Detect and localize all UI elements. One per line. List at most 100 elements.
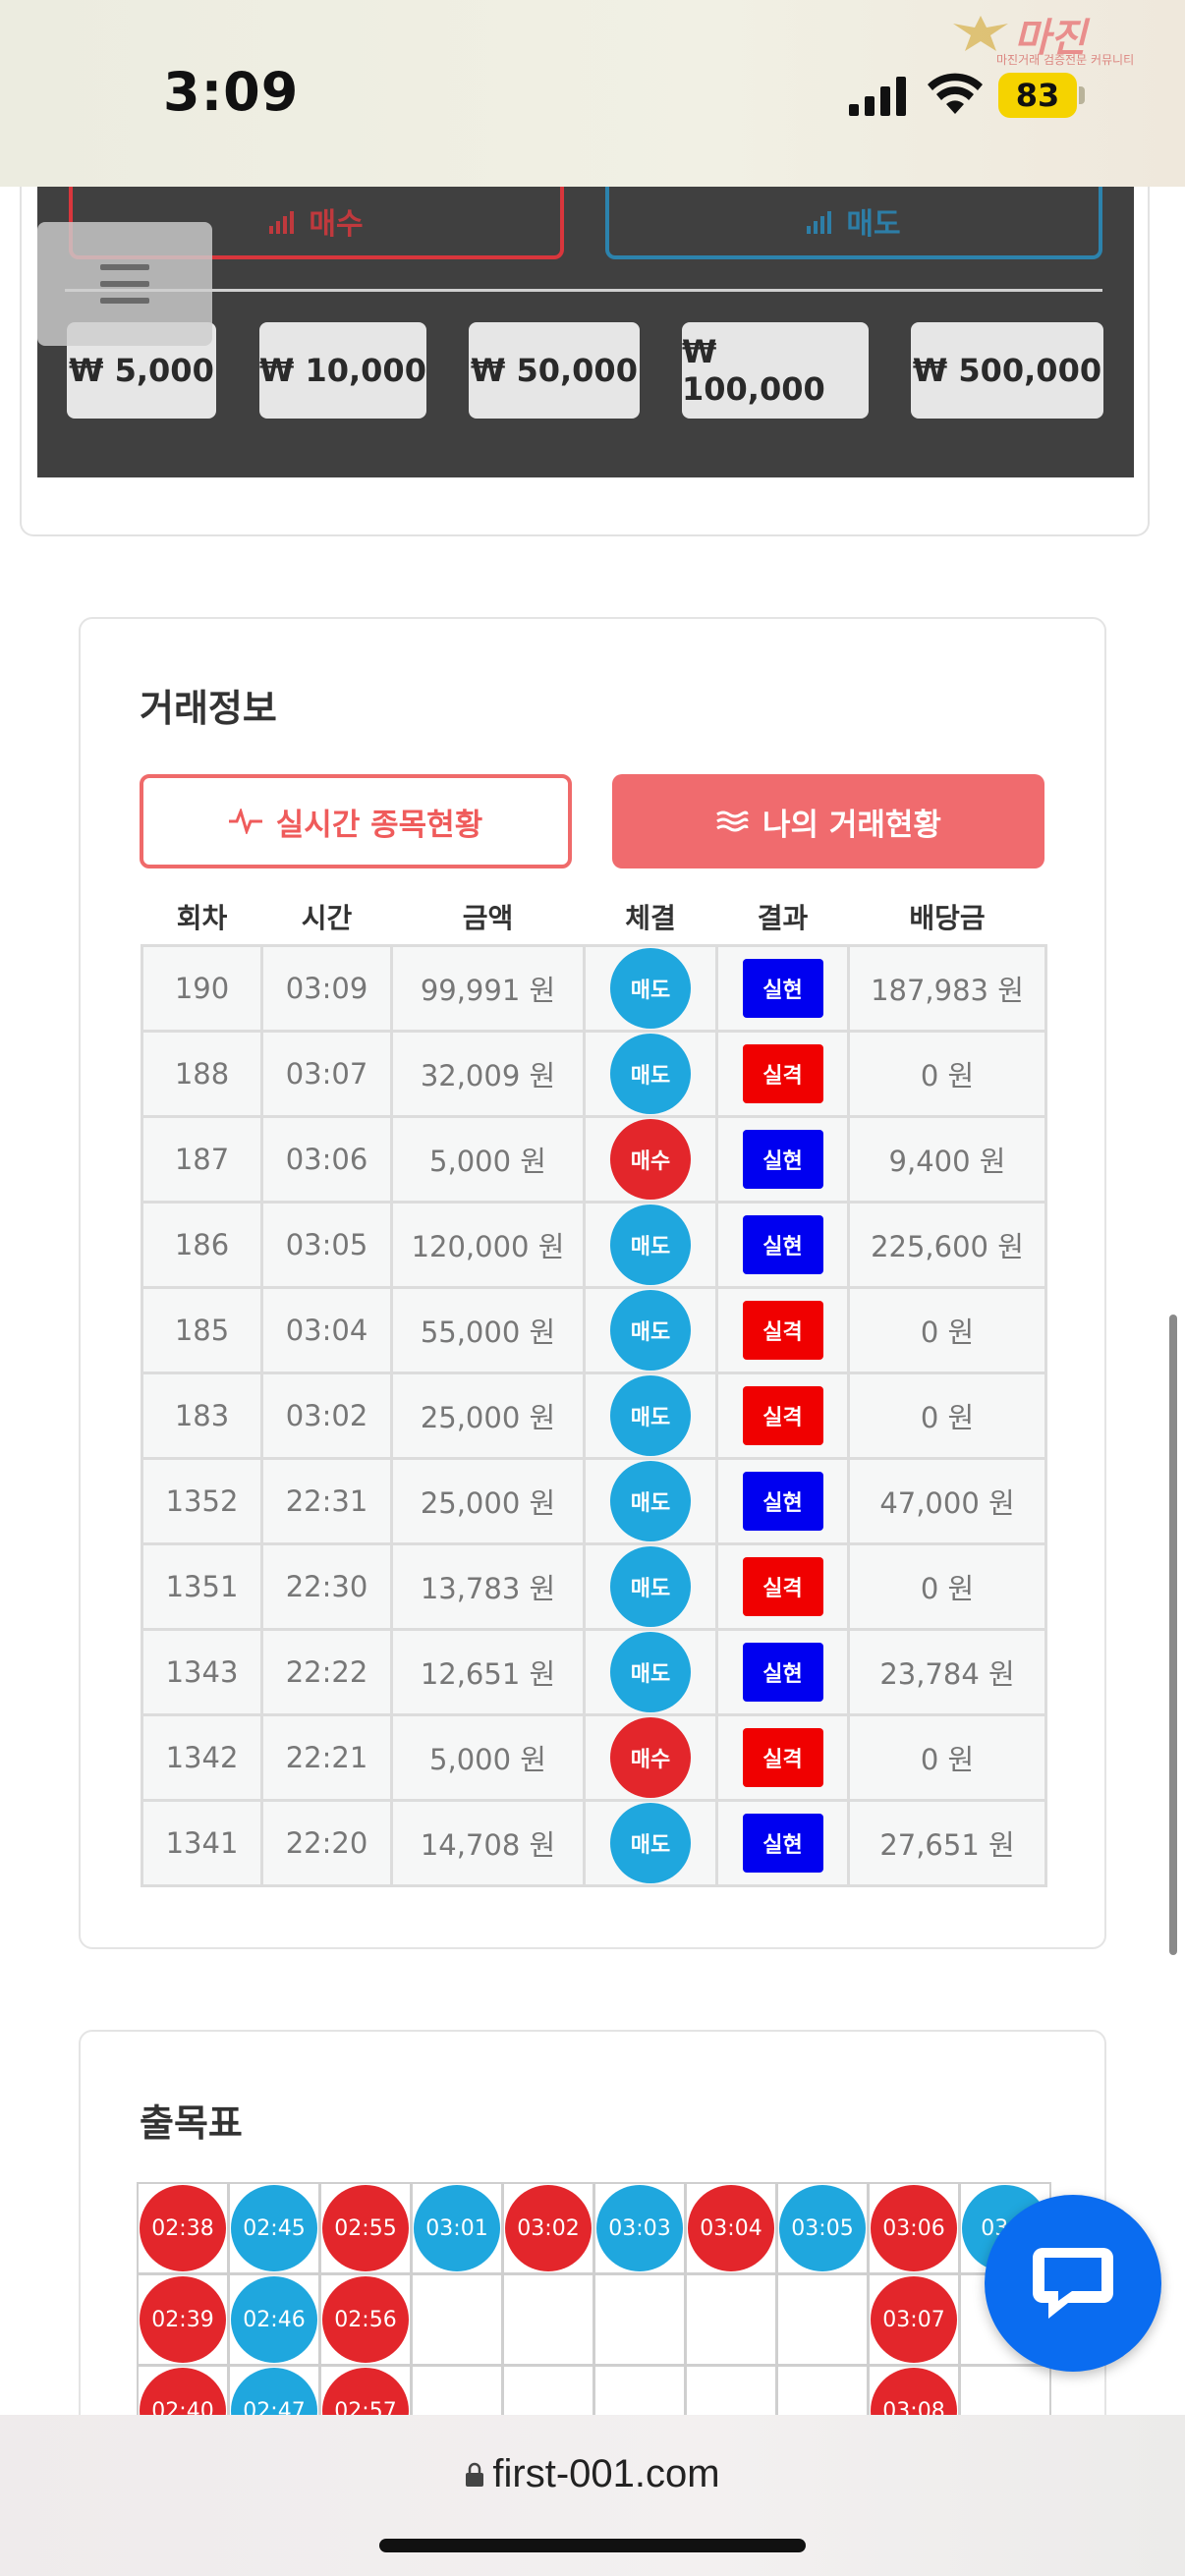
tab-mine-label: 나의 거래현황 bbox=[762, 807, 941, 843]
table-row: 183 03:02 25,000 원 매도 실격 0 원 bbox=[141, 1371, 1047, 1460]
cell-time: 22:31 bbox=[260, 1456, 393, 1545]
cell-result: 실현 bbox=[715, 1627, 850, 1716]
home-indicator[interactable] bbox=[379, 2539, 806, 2552]
table-row: 1341 22:20 14,708 원 매도 실현 27,651 원 bbox=[141, 1798, 1047, 1887]
chat-button[interactable] bbox=[985, 2195, 1161, 2372]
cell-payout: 9,400 원 bbox=[847, 1114, 1047, 1204]
watermark-title: 마진 bbox=[1014, 16, 1087, 61]
column-header-side: 체결 bbox=[625, 902, 676, 935]
cell-side: 매수 bbox=[583, 1114, 718, 1204]
cell-side: 매도 bbox=[583, 1456, 718, 1545]
cell-round: 187 bbox=[141, 1114, 263, 1204]
cell-payout: 47,000 원 bbox=[847, 1456, 1047, 1545]
tab-live-status[interactable]: 실시간 종목현황 bbox=[140, 774, 572, 868]
cell-result: 실격 bbox=[715, 1285, 850, 1374]
cell-round: 186 bbox=[141, 1200, 263, 1289]
buy-button[interactable]: 매수 bbox=[69, 187, 564, 259]
cell-payout: 23,784 원 bbox=[847, 1627, 1047, 1716]
column-header-time: 시간 bbox=[301, 902, 353, 935]
wifi-icon bbox=[928, 73, 983, 114]
cell-time: 03:04 bbox=[260, 1285, 393, 1374]
cell-time: 22:21 bbox=[260, 1712, 393, 1802]
cell-amount: 5,000 원 bbox=[390, 1712, 586, 1802]
buy-label: 매수 bbox=[309, 207, 364, 242]
result-failed-badge: 실격 bbox=[742, 1556, 823, 1616]
results-cell bbox=[411, 2273, 503, 2366]
amount-button-100000[interactable]: ₩ 100,000 bbox=[682, 322, 869, 419]
result-failed-badge: 실격 bbox=[742, 1300, 823, 1360]
cell-side: 매도 bbox=[583, 1371, 718, 1460]
amount-button-50000[interactable]: ₩ 50,000 bbox=[469, 322, 640, 419]
sell-side-badge: 매도 bbox=[610, 1631, 691, 1712]
results-cell bbox=[502, 2273, 594, 2366]
table-row: 185 03:04 55,000 원 매도 실격 0 원 bbox=[141, 1285, 1047, 1374]
buy-result-ball: 02:55 bbox=[322, 2185, 409, 2271]
sell-side-badge: 매도 bbox=[610, 1289, 691, 1371]
cell-round: 188 bbox=[141, 1029, 263, 1118]
results-cell: 03:05 bbox=[776, 2182, 869, 2274]
cell-payout: 27,651 원 bbox=[847, 1798, 1047, 1887]
column-header-result: 결과 bbox=[757, 902, 809, 935]
table-row: 1343 22:22 12,651 원 매도 실현 23,784 원 bbox=[141, 1627, 1047, 1716]
cell-result: 실현 bbox=[715, 1798, 850, 1887]
table-row: 186 03:05 120,000 원 매도 실현 225,600 원 bbox=[141, 1200, 1047, 1289]
results-cell: 03:07 bbox=[868, 2273, 960, 2366]
cell-result: 실격 bbox=[715, 1712, 850, 1802]
cell-side: 매도 bbox=[583, 1285, 718, 1374]
result-realized-badge: 실현 bbox=[742, 1129, 823, 1189]
cell-time: 03:07 bbox=[260, 1029, 393, 1118]
results-cell: 03:04 bbox=[685, 2182, 777, 2274]
result-realized-badge: 실현 bbox=[742, 1214, 823, 1274]
cell-round: 183 bbox=[141, 1371, 263, 1460]
buy-result-ball: 03:06 bbox=[871, 2185, 957, 2271]
amount-button-500000[interactable]: ₩ 500,000 bbox=[911, 322, 1103, 419]
cell-result: 실격 bbox=[715, 1371, 850, 1460]
cell-side: 매도 bbox=[583, 1798, 718, 1887]
cell-result: 실현 bbox=[715, 943, 850, 1033]
buy-result-ball: 02:38 bbox=[140, 2185, 226, 2271]
cell-time: 22:20 bbox=[260, 1798, 393, 1887]
table-row: 190 03:09 99,991 원 매도 실현 187,983 원 bbox=[141, 943, 1047, 1033]
cell-side: 매도 bbox=[583, 1627, 718, 1716]
watermark-logo: 마진 마진거래 검증전문 커뮤니티 bbox=[945, 6, 1177, 67]
table-header-row: 회차 시간 금액 체결 결과 배당금 bbox=[142, 894, 1046, 945]
status-bar: 3:09 83 마진 마진거래 검증전문 커뮤니티 bbox=[0, 0, 1185, 187]
result-failed-badge: 실격 bbox=[742, 1385, 823, 1445]
cell-time: 03:02 bbox=[260, 1371, 393, 1460]
battery-indicator: 83 bbox=[998, 73, 1077, 118]
table-row: 188 03:07 32,009 원 매도 실격 0 원 bbox=[141, 1029, 1047, 1118]
results-cell: 03:06 bbox=[868, 2182, 960, 2274]
cell-side: 매도 bbox=[583, 1029, 718, 1118]
cell-time: 03:06 bbox=[260, 1114, 393, 1204]
column-header-payout: 배당금 bbox=[909, 902, 986, 935]
result-failed-badge: 실격 bbox=[742, 1043, 823, 1103]
tab-my-trades[interactable]: 나의 거래현황 bbox=[612, 774, 1044, 868]
signal-bars-icon bbox=[269, 211, 295, 234]
trade-info-title: 거래정보 bbox=[140, 687, 277, 730]
menu-button[interactable] bbox=[37, 222, 212, 346]
sell-button[interactable]: 매도 bbox=[605, 187, 1102, 259]
tab-live-label: 실시간 종목현황 bbox=[275, 807, 483, 843]
url-field[interactable]: first-001.com bbox=[0, 2452, 1185, 2496]
sell-result-ball: 03:01 bbox=[414, 2185, 500, 2271]
cell-side: 매도 bbox=[583, 1200, 718, 1289]
results-title: 출목표 bbox=[140, 2101, 243, 2145]
chat-bubble-icon bbox=[1033, 2248, 1113, 2319]
results-cell: 02:56 bbox=[319, 2273, 412, 2366]
buy-result-ball: 02:56 bbox=[322, 2276, 409, 2363]
cell-amount: 14,708 원 bbox=[390, 1798, 586, 1887]
sell-side-badge: 매도 bbox=[610, 1374, 691, 1456]
cell-time: 22:30 bbox=[260, 1541, 393, 1631]
sell-side-badge: 매도 bbox=[610, 1460, 691, 1541]
table-row: 1352 22:31 25,000 원 매도 실현 47,000 원 bbox=[141, 1456, 1047, 1545]
cell-payout: 225,600 원 bbox=[847, 1200, 1047, 1289]
scrollbar[interactable] bbox=[1169, 1315, 1177, 1955]
sell-side-badge: 매도 bbox=[610, 1033, 691, 1114]
buy-result-ball: 03:04 bbox=[688, 2185, 774, 2271]
trade-history-table: 회차 시간 금액 체결 결과 배당금 190 03:09 99,991 원 매도 실현 1… bbox=[141, 894, 1047, 1887]
cell-side: 매도 bbox=[583, 1541, 718, 1631]
result-realized-badge: 실현 bbox=[742, 1642, 823, 1702]
amount-button-10000[interactable]: ₩ 10,000 bbox=[259, 322, 426, 419]
results-cell: 02:39 bbox=[137, 2273, 229, 2366]
browser-url-bar: first-001.com bbox=[0, 2415, 1185, 2576]
